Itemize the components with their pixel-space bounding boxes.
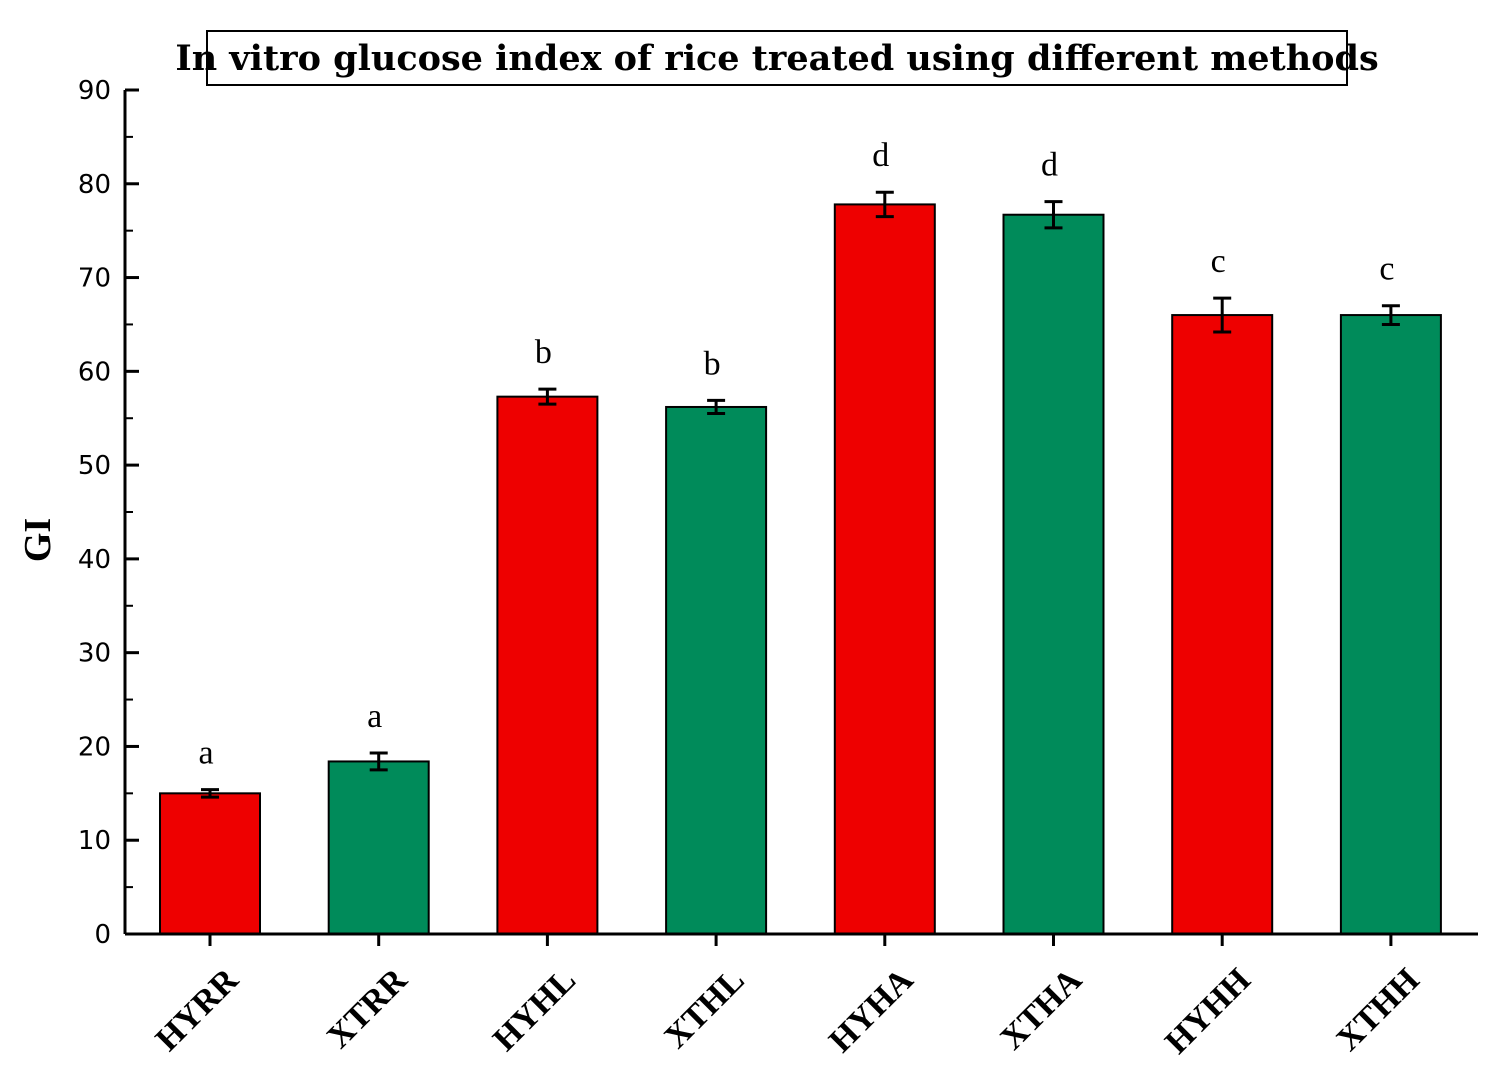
y-tick-label: 80	[78, 170, 111, 200]
bar-xtrr	[327, 760, 430, 936]
y-tick-label: 20	[78, 732, 111, 762]
chart-title: In vitro glucose index of rice treated u…	[175, 38, 1378, 79]
significance-label-hyha: d	[872, 137, 889, 174]
bar-hyrr	[159, 792, 261, 935]
chart-title-group: In vitro glucose index of rice treated u…	[175, 30, 1379, 86]
x-tick-label-hyhl: HYHL	[486, 961, 583, 1058]
significance-label-hyrr: a	[198, 735, 213, 772]
y-tick-label: 40	[78, 545, 111, 575]
x-tick-label-hyrr: HYRR	[149, 961, 246, 1058]
significance-label-xthl: b	[704, 345, 721, 382]
axes-group: 0 10 20 30 40 50 60 70 80 90	[78, 76, 1478, 950]
title-box	[206, 30, 1348, 86]
y-tick-label: 0	[94, 920, 111, 950]
bar-xthh	[1339, 314, 1442, 936]
bar-xtha	[1002, 213, 1105, 936]
x-tick-label-hyha: HYHA	[822, 961, 921, 1060]
category-labels-group: HYRR XTRR HYHL XTHL HYHA XTHA HYHH XTHH	[149, 961, 1427, 1061]
bar-hyha	[833, 203, 936, 936]
significance-labels-group: a a b b d d c c	[198, 137, 1394, 771]
bars-group	[159, 203, 1442, 936]
bar-hyhh	[1171, 314, 1274, 936]
significance-label-hyhl: b	[535, 334, 552, 371]
y-tick-label: 60	[78, 357, 111, 387]
significance-label-xthh: c	[1379, 251, 1394, 288]
y-tick-label: 10	[78, 826, 111, 856]
significance-label-hyhh: c	[1211, 243, 1226, 280]
x-tick-label-xthl: XTHL	[657, 961, 751, 1055]
bar-xthl	[665, 405, 768, 936]
y-tick-label: 70	[78, 264, 111, 294]
x-tick-label-xtha: XTHA	[994, 961, 1090, 1057]
significance-label-xtha: d	[1041, 147, 1058, 184]
error-bars-group	[201, 190, 1400, 799]
y-axis-label: GI	[17, 518, 59, 562]
significance-label-xtrr: a	[367, 698, 382, 735]
bar-hyhl	[496, 395, 599, 935]
x-tick-label-xtrr: XTRR	[320, 961, 415, 1056]
x-tick-label-xthh: XTHH	[1330, 961, 1427, 1058]
y-tick-label: 90	[78, 76, 111, 106]
y-tick-label: 30	[78, 639, 111, 669]
x-tick-label-hyhh: HYHH	[1158, 961, 1258, 1061]
y-tick-label: 50	[78, 451, 111, 481]
